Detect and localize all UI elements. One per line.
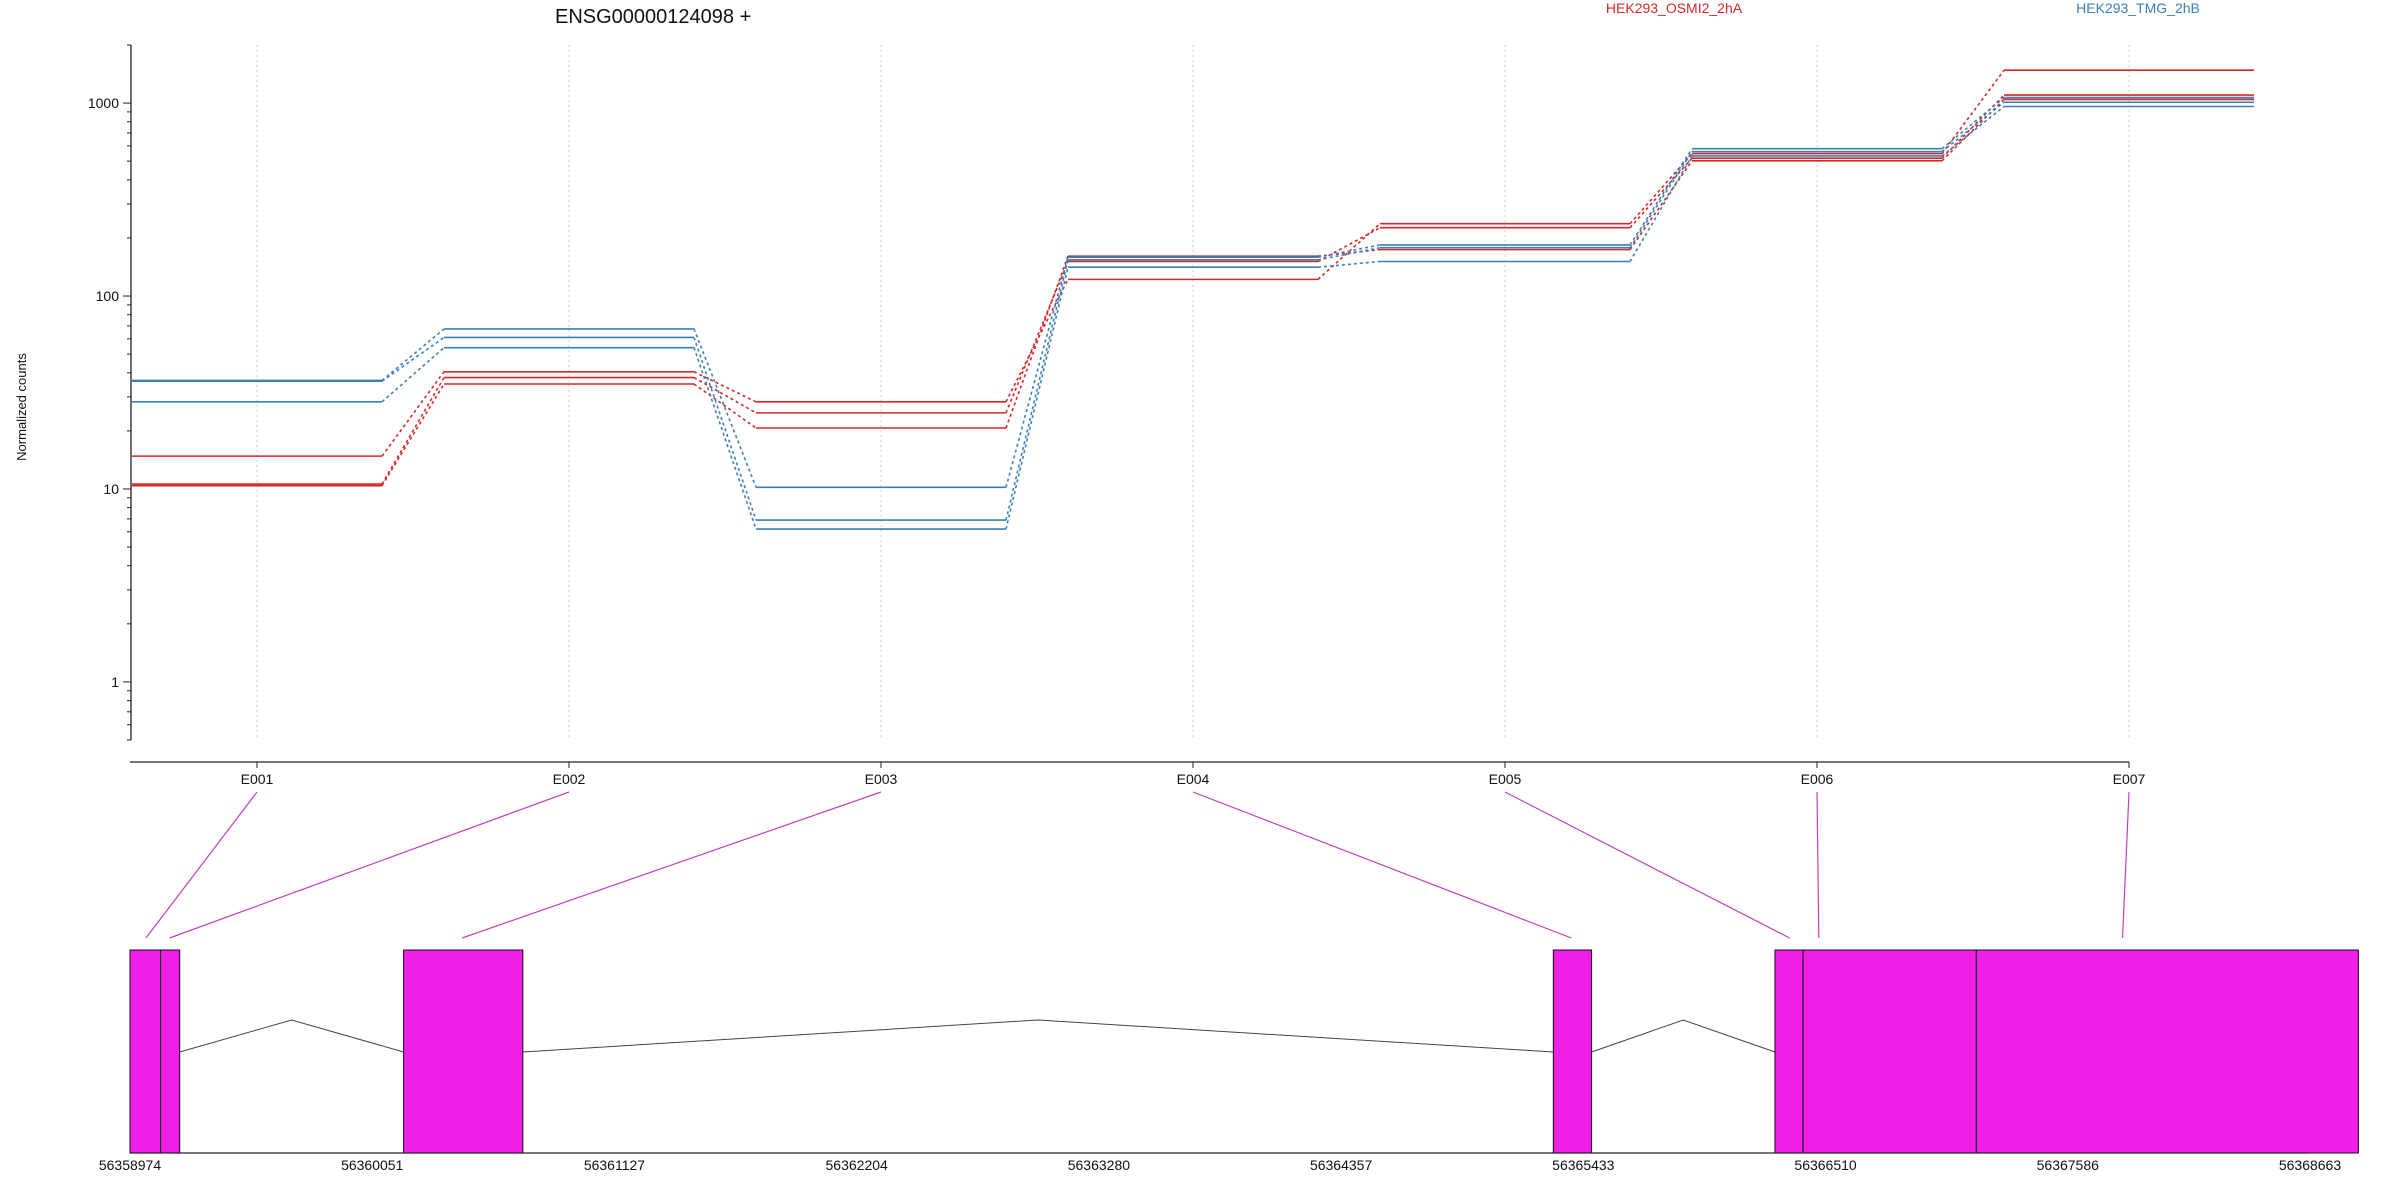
connector-e006 (1816, 791, 1820, 939)
y-tick-label: 100 (96, 288, 120, 304)
series-hek293-osmi2-2ha-3 (132, 98, 2254, 487)
x-axis: E001 E002 E003 E004 E005 E006 E007 (130, 761, 2146, 787)
transition-line (1005, 267, 1069, 530)
genomic-coordinate-label: 56367586 (2037, 1157, 2100, 1173)
genomic-coordinate-label: 56363280 (1068, 1157, 1131, 1173)
connector-e004 (1192, 791, 1572, 939)
exon-connectors (145, 791, 2130, 939)
connector-e002 (169, 791, 570, 939)
exon-block (1552, 949, 1593, 1154)
x-tick-label-e003: E003 (865, 771, 898, 787)
exon-block (1802, 949, 1977, 1154)
transition-line (1629, 155, 1693, 262)
genomic-coordinate-label: 56358974 (99, 1157, 162, 1173)
exon-block (129, 949, 162, 1154)
genomic-coordinate-label: 56360051 (341, 1157, 404, 1173)
transition-line (693, 383, 757, 429)
transition-line (1317, 246, 1381, 261)
genomic-coordinate-label: 56368663 (2279, 1157, 2342, 1173)
genomic-coordinate-label: 56364357 (1310, 1157, 1373, 1173)
transition-line (1629, 148, 1693, 246)
intron-line (179, 1019, 404, 1053)
legend-label-osmi2: HEK293_OSMI2_2hA (1606, 0, 1743, 16)
series-layer (132, 69, 2254, 530)
chart-title: ENSG00000124098 + (555, 6, 751, 28)
exon-block (403, 949, 524, 1154)
transition-line (1941, 96, 2005, 150)
transition-line (1317, 244, 1381, 258)
transition-line (381, 383, 445, 487)
legend-label-tmg: HEK293_TMG_2hB (2076, 0, 2200, 16)
transition-line (1629, 157, 1693, 229)
y-tick-label: 10 (103, 481, 119, 497)
series-hek293-osmi2-2ha-1 (132, 69, 2254, 457)
transition-line (381, 371, 445, 457)
genomic-coordinate-label: 56366510 (1794, 1157, 1857, 1173)
transition-line (1941, 101, 2005, 153)
x-tick-label-e007: E007 (2113, 771, 2146, 787)
transition-line (1005, 255, 1069, 429)
exon-block (1774, 949, 1804, 1154)
transition-line (1941, 98, 2005, 162)
transition-line (693, 328, 757, 488)
y-tick-label: 1 (111, 674, 119, 690)
intron-line (522, 1019, 1554, 1053)
x-tick-label-e006: E006 (1801, 771, 1834, 787)
y-axis: 1 10 100 1000 (88, 44, 132, 741)
intron-line (1591, 1019, 1776, 1053)
gene-model: 56358974 56360051 56361127 56362204 56363280… (99, 949, 2359, 1173)
connector-e007 (2121, 791, 2130, 939)
transition-line (381, 347, 445, 403)
connector-e003 (461, 791, 882, 939)
connector-e005 (1504, 791, 1790, 939)
series-hek293-tmg-2hb-6 (132, 105, 2254, 530)
transition-line (381, 377, 445, 485)
connector-e001 (145, 791, 258, 939)
transition-line (693, 337, 757, 521)
genomic-coordinate-label: 56365433 (1552, 1157, 1615, 1173)
transition-line (693, 347, 757, 530)
exon-block (1975, 949, 2359, 1154)
series-hek293-tmg-2hb-4 (132, 96, 2254, 489)
x-tick-label-e001: E001 (241, 771, 274, 787)
transition-line (1941, 105, 2005, 157)
x-tick-label-e005: E005 (1489, 771, 1522, 787)
genomic-coordinate-label: 56362204 (826, 1157, 889, 1173)
transition-line (1005, 259, 1069, 521)
transition-line (1941, 69, 2005, 155)
transition-line (1317, 223, 1381, 280)
transition-line (1317, 227, 1381, 263)
genomic-coordinate-label: 56361127 (584, 1157, 645, 1173)
exon-block (160, 949, 181, 1154)
chart-header: ENSG00000124098 + HEK293_OSMI2_2hA HEK29… (555, 0, 2200, 28)
series-hek293-osmi2-2ha-2 (132, 94, 2254, 485)
y-tick-label: 1000 (88, 95, 119, 111)
transition-line (381, 328, 445, 382)
x-tick-label-e004: E004 (1177, 771, 1210, 787)
transition-line (1317, 248, 1381, 257)
transition-line (1629, 160, 1693, 251)
x-tick-label-e002: E002 (553, 771, 586, 787)
transition-line (381, 336, 445, 382)
y-axis-label: Normalized counts (14, 353, 29, 461)
transition-line (1629, 151, 1693, 249)
transition-line (1317, 260, 1381, 269)
transition-line (1005, 256, 1069, 488)
series-hek293-tmg-2hb-5 (132, 101, 2254, 521)
